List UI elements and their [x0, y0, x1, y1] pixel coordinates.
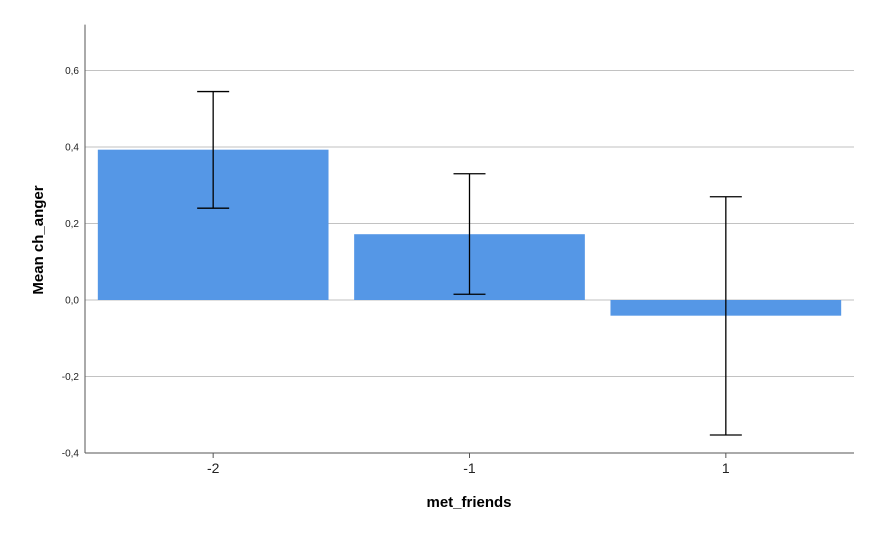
y-tick-labels: -0,4 -0,2 0,0 0,2 0,4 0,6 — [62, 66, 80, 460]
x-tick-labels: -2 -1 1 — [207, 460, 730, 476]
x-tick-label: 1 — [722, 460, 730, 476]
y-tick-label: 0,4 — [65, 143, 79, 154]
axes — [84, 24, 854, 458]
y-tick-label: -0,2 — [62, 372, 80, 383]
y-axis-title: Mean ch_anger — [30, 185, 47, 294]
x-tick-label: -2 — [207, 460, 220, 476]
y-tick-label: -0,4 — [62, 449, 80, 460]
x-axis-title: met_friends — [426, 494, 511, 511]
y-tick-label: 0,6 — [65, 66, 79, 77]
y-tick-label: 0,2 — [65, 219, 79, 230]
y-tick-label: 0,0 — [65, 296, 79, 307]
x-tick-label: -1 — [463, 460, 476, 476]
error-bars — [197, 90, 742, 436]
